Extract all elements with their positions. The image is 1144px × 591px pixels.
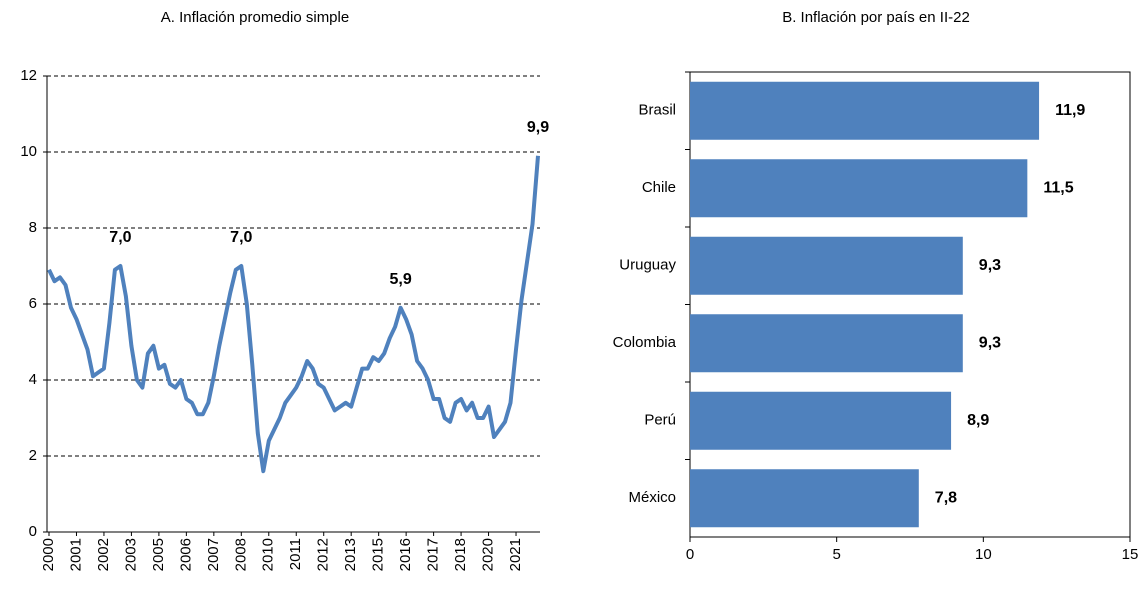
bar [690, 81, 1040, 140]
bar [690, 314, 963, 373]
value-label: 5,9 [390, 271, 412, 288]
x-tick-label: 2006 [177, 538, 194, 571]
x-tick-label: 2002 [95, 538, 112, 571]
value-label: 11,9 [1055, 102, 1085, 119]
x-tick-label: 2015 [370, 538, 387, 571]
x-tick-label: 15 [1122, 546, 1139, 563]
value-label: 8,9 [967, 412, 989, 429]
y-tick-label: Brasil [638, 102, 676, 119]
x-tick-label: 2001 [67, 538, 84, 571]
value-label: 9,9 [527, 119, 549, 136]
y-tick-label: Uruguay [619, 257, 676, 274]
bar [690, 391, 952, 450]
value-label: 7,8 [935, 489, 957, 506]
x-tick-label: 2021 [507, 538, 524, 571]
y-tick-label: 2 [29, 447, 37, 464]
y-tick-label: 10 [20, 143, 37, 160]
x-tick-label: 2008 [232, 538, 249, 571]
x-tick-label: 10 [975, 546, 992, 563]
chart-title: B. Inflación por país en II-22 [782, 9, 970, 26]
x-tick-label: 2013 [342, 538, 359, 571]
x-tick-label: 2020 [480, 538, 497, 571]
x-tick-label: 2016 [397, 538, 414, 571]
y-tick-label: Perú [644, 412, 676, 429]
x-tick-label: 2000 [40, 538, 57, 571]
y-tick-label: México [628, 489, 676, 506]
bar [690, 159, 1028, 218]
y-tick-label: 0 [29, 523, 37, 540]
plot-frame [689, 71, 1131, 538]
line-series [47, 155, 540, 474]
y-tick-label: 4 [29, 371, 37, 388]
y-tick-label: 8 [29, 219, 37, 236]
x-tick-label: 2012 [315, 538, 332, 571]
x-tick-label: 2018 [452, 538, 469, 571]
chart-title: A. Inflación promedio simple [161, 9, 349, 26]
value-label: 9,3 [979, 257, 1001, 274]
value-label: 7,0 [109, 229, 131, 246]
x-tick-label: 2003 [122, 538, 139, 571]
y-tick-label: Chile [642, 179, 676, 196]
y-tick-label: 6 [29, 295, 37, 312]
value-label: 11,5 [1043, 179, 1073, 196]
y-tick-label: Colombia [613, 334, 677, 351]
x-tick-label: 2007 [205, 538, 222, 571]
bar [690, 236, 963, 295]
x-tick-label: 0 [686, 546, 694, 563]
value-label: 9,3 [979, 334, 1001, 351]
x-tick-label: 2011 [287, 538, 304, 570]
x-tick-label: 2010 [260, 538, 277, 571]
x-tick-label: 2005 [150, 538, 167, 571]
x-tick-label: 2017 [425, 538, 442, 571]
bar [690, 469, 919, 528]
y-tick-label: 12 [20, 67, 37, 84]
x-tick-label: 5 [832, 546, 840, 563]
value-label: 7,0 [230, 229, 252, 246]
